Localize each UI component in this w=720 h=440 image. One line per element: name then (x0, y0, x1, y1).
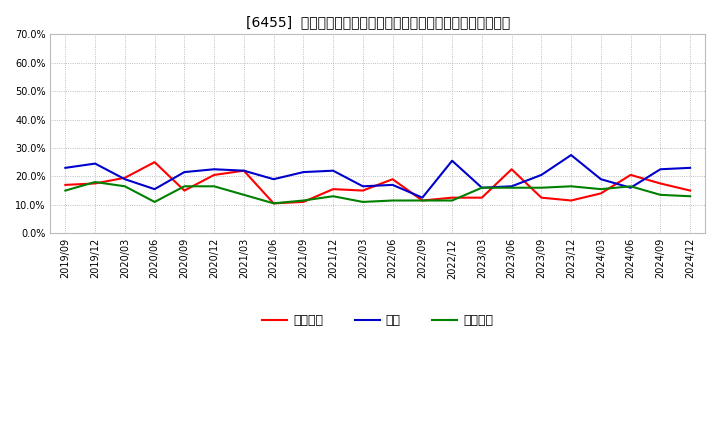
売上債権 (537, 195, 546, 200)
Line: 在庫: 在庫 (66, 155, 690, 198)
売上債権 (240, 168, 248, 173)
買入債務 (626, 183, 635, 189)
在庫 (299, 169, 307, 175)
売上債権 (656, 181, 665, 186)
買入債務 (477, 185, 486, 191)
買入債務 (61, 188, 70, 193)
買入債務 (91, 180, 99, 185)
在庫 (477, 185, 486, 191)
在庫 (537, 172, 546, 178)
売上債権 (388, 176, 397, 182)
買入債務 (388, 198, 397, 203)
売上債権 (686, 188, 695, 193)
売上債権 (150, 160, 159, 165)
売上債権 (477, 195, 486, 200)
在庫 (567, 152, 575, 158)
買入債務 (418, 198, 427, 203)
買入債務 (329, 194, 338, 199)
買入債務 (240, 192, 248, 198)
在庫 (61, 165, 70, 170)
在庫 (240, 168, 248, 173)
買入債務 (299, 198, 307, 203)
買入債務 (508, 185, 516, 191)
売上債権 (180, 188, 189, 193)
買入債務 (120, 183, 129, 189)
買入債務 (180, 183, 189, 189)
Line: 売上債権: 売上債権 (66, 162, 690, 203)
買入債務 (567, 183, 575, 189)
売上債権 (448, 195, 456, 200)
在庫 (418, 195, 427, 200)
Line: 買入債務: 買入債務 (66, 182, 690, 203)
買入債務 (597, 187, 606, 192)
買入債務 (656, 192, 665, 198)
在庫 (91, 161, 99, 166)
在庫 (359, 183, 367, 189)
Legend: 売上債権, 在庫, 買入債務: 売上債権, 在庫, 買入債務 (257, 309, 498, 332)
在庫 (269, 176, 278, 182)
売上債権 (359, 188, 367, 193)
売上債権 (626, 172, 635, 178)
買入債務 (537, 185, 546, 191)
在庫 (597, 176, 606, 182)
売上債権 (91, 181, 99, 186)
Title: [6455]  売上債権、在庫、買入債務の総資産に対する比率の推移: [6455] 売上債権、在庫、買入債務の総資産に対する比率の推移 (246, 15, 510, 29)
売上債権 (210, 172, 218, 178)
売上債権 (597, 191, 606, 196)
在庫 (656, 167, 665, 172)
在庫 (150, 187, 159, 192)
在庫 (210, 167, 218, 172)
売上債権 (299, 199, 307, 205)
買入債務 (448, 198, 456, 203)
売上債権 (418, 198, 427, 203)
売上債権 (61, 182, 70, 187)
買入債務 (686, 194, 695, 199)
売上債権 (567, 198, 575, 203)
在庫 (120, 176, 129, 182)
買入債務 (210, 183, 218, 189)
在庫 (508, 183, 516, 189)
在庫 (180, 169, 189, 175)
在庫 (388, 182, 397, 187)
買入債務 (150, 199, 159, 205)
売上債権 (508, 167, 516, 172)
売上債権 (269, 201, 278, 206)
売上債権 (329, 187, 338, 192)
在庫 (686, 165, 695, 170)
売上債権 (120, 175, 129, 180)
在庫 (448, 158, 456, 163)
在庫 (626, 185, 635, 191)
買入債務 (269, 201, 278, 206)
在庫 (329, 168, 338, 173)
買入債務 (359, 199, 367, 205)
